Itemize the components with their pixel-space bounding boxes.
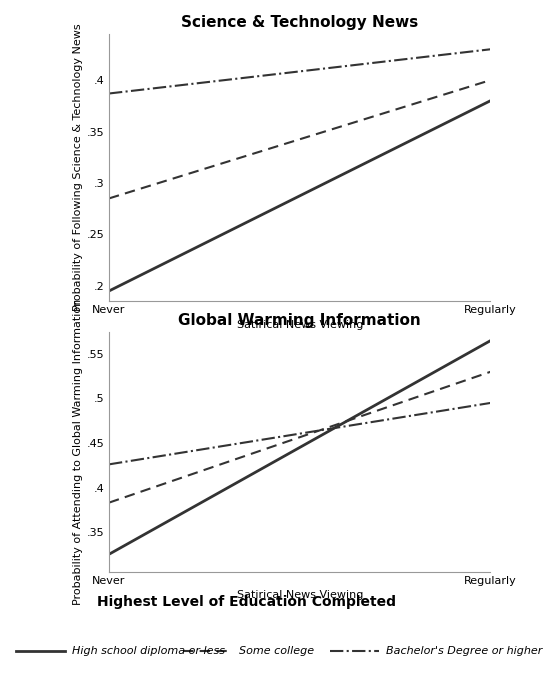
Text: Bachelor's Degree or higher: Bachelor's Degree or higher — [386, 647, 542, 657]
Text: High school diploma or less: High school diploma or less — [72, 647, 225, 657]
Title: Science & Technology News: Science & Technology News — [181, 15, 419, 30]
Text: Some college: Some college — [239, 647, 314, 657]
X-axis label: Satirical News Viewing: Satirical News Viewing — [237, 590, 363, 600]
Y-axis label: Probability of Attending to Global Warming Information: Probability of Attending to Global Warmi… — [73, 299, 83, 605]
Title: Global Warming Information: Global Warming Information — [178, 313, 421, 328]
X-axis label: Satirical News Viewing: Satirical News Viewing — [237, 320, 363, 330]
Text: Highest Level of Education Completed: Highest Level of Education Completed — [97, 594, 396, 609]
Y-axis label: Probability of Following Science & Technology News: Probability of Following Science & Techn… — [73, 24, 83, 311]
